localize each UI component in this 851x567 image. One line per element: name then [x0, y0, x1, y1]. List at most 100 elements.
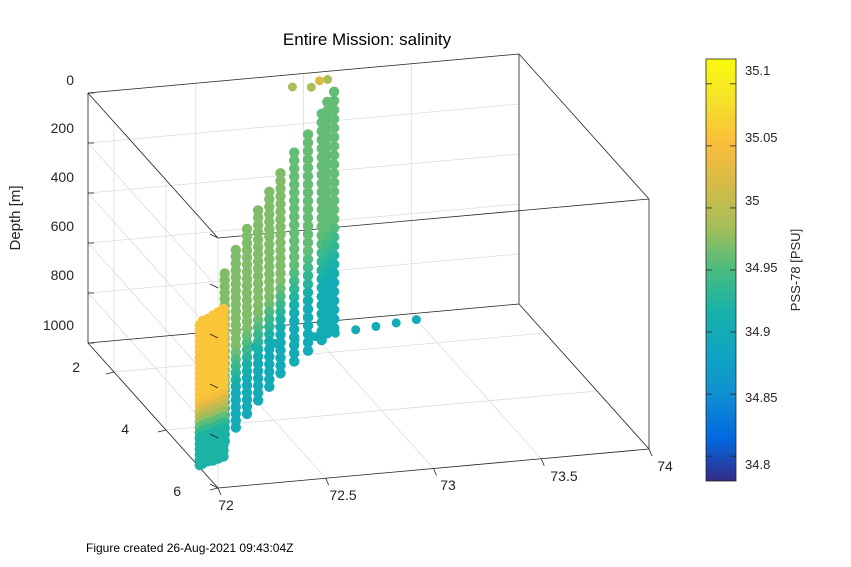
data-point	[252, 300, 264, 311]
data-point	[275, 306, 286, 317]
data-points	[194, 75, 421, 471]
colorbar-tick-label: 35.1	[745, 63, 770, 78]
data-point	[302, 187, 314, 198]
data-point	[287, 82, 297, 92]
data-point	[252, 234, 264, 245]
data-point	[252, 205, 264, 216]
data-point	[328, 268, 340, 279]
data-point	[302, 270, 314, 281]
data-point	[264, 216, 275, 227]
data-point	[302, 129, 314, 140]
y-tick-mark	[105, 371, 115, 375]
axes-box-front	[105, 199, 653, 496]
x-tick-label: 73.5	[550, 468, 577, 484]
colorbar-ticks	[706, 83, 736, 457]
data-point	[328, 304, 340, 315]
data-point	[328, 95, 340, 107]
data-point	[328, 195, 340, 206]
data-point	[264, 321, 275, 332]
chart-title: Entire Mission: salinity	[283, 30, 452, 49]
data-point	[302, 279, 314, 290]
data-point	[264, 224, 275, 235]
box-edge	[87, 92, 219, 239]
data-point	[302, 295, 314, 306]
axes-box	[87, 53, 650, 489]
data-point	[328, 213, 340, 225]
data-point	[289, 348, 300, 359]
data-point	[371, 321, 381, 331]
colorbar-tick-label: 34.8	[745, 457, 770, 472]
data-point	[289, 147, 300, 158]
data-point	[252, 358, 264, 369]
y-tick-label: 4	[121, 421, 129, 437]
data-point	[275, 221, 286, 233]
data-point	[252, 344, 264, 355]
data-point	[289, 187, 300, 198]
data-point	[264, 366, 275, 377]
colorbar: 35.1 35.05 35 34.95 34.9 34.85 34.8 PSS-…	[705, 58, 803, 482]
data-point	[264, 351, 275, 362]
data-point	[275, 237, 286, 248]
data-point	[275, 337, 286, 348]
data-point	[252, 270, 264, 282]
data-point	[264, 209, 275, 220]
data-point	[275, 291, 286, 302]
data-point	[289, 275, 300, 287]
z-axis-label: Depth [m]	[7, 185, 24, 250]
grid-line	[410, 313, 542, 460]
data-point	[241, 287, 253, 299]
data-point	[328, 141, 340, 152]
data-point	[264, 246, 275, 257]
data-point	[275, 345, 286, 356]
data-point	[289, 203, 300, 214]
data-point	[264, 276, 275, 287]
data-point	[302, 262, 314, 273]
data-point	[264, 239, 275, 250]
data-point	[328, 295, 340, 306]
data-point	[264, 381, 275, 392]
grid-line	[165, 390, 598, 431]
data-point	[252, 322, 264, 333]
data-point	[302, 337, 314, 348]
data-point	[302, 328, 314, 340]
x-tick-mark	[217, 487, 222, 496]
data-point	[328, 322, 340, 334]
box-edge	[518, 303, 650, 450]
data-point	[289, 299, 300, 311]
z-tick-label: 1000	[43, 317, 74, 333]
data-point	[302, 254, 314, 265]
data-point	[275, 360, 286, 371]
data-point	[275, 352, 286, 364]
box-edge	[518, 53, 650, 200]
data-point	[264, 201, 275, 212]
data-point	[328, 122, 340, 134]
y-tick-mark	[209, 487, 219, 491]
data-point	[264, 261, 275, 272]
data-point	[289, 324, 300, 335]
data-point	[241, 245, 253, 256]
colorbar-tick-label: 35.05	[745, 130, 778, 145]
data-point	[252, 307, 264, 318]
data-point	[275, 260, 286, 271]
x-tick-label: 74	[657, 458, 673, 474]
z-tick-mark	[209, 483, 219, 489]
data-point	[230, 422, 241, 433]
z-tick-mark	[209, 333, 219, 339]
data-point	[275, 329, 286, 340]
z-tick-label: 600	[51, 218, 75, 234]
data-point	[302, 154, 314, 165]
data-point	[275, 298, 286, 310]
data-point	[252, 241, 264, 253]
data-point	[302, 212, 314, 223]
data-point	[328, 222, 340, 234]
z-tick-mark	[209, 433, 219, 439]
data-point	[275, 275, 286, 287]
z-tick-mark	[209, 383, 219, 389]
data-point	[328, 250, 340, 261]
data-point	[241, 408, 253, 420]
data-point	[328, 313, 340, 325]
data-point	[218, 451, 229, 462]
data-point	[302, 237, 314, 248]
data-point	[289, 227, 300, 239]
